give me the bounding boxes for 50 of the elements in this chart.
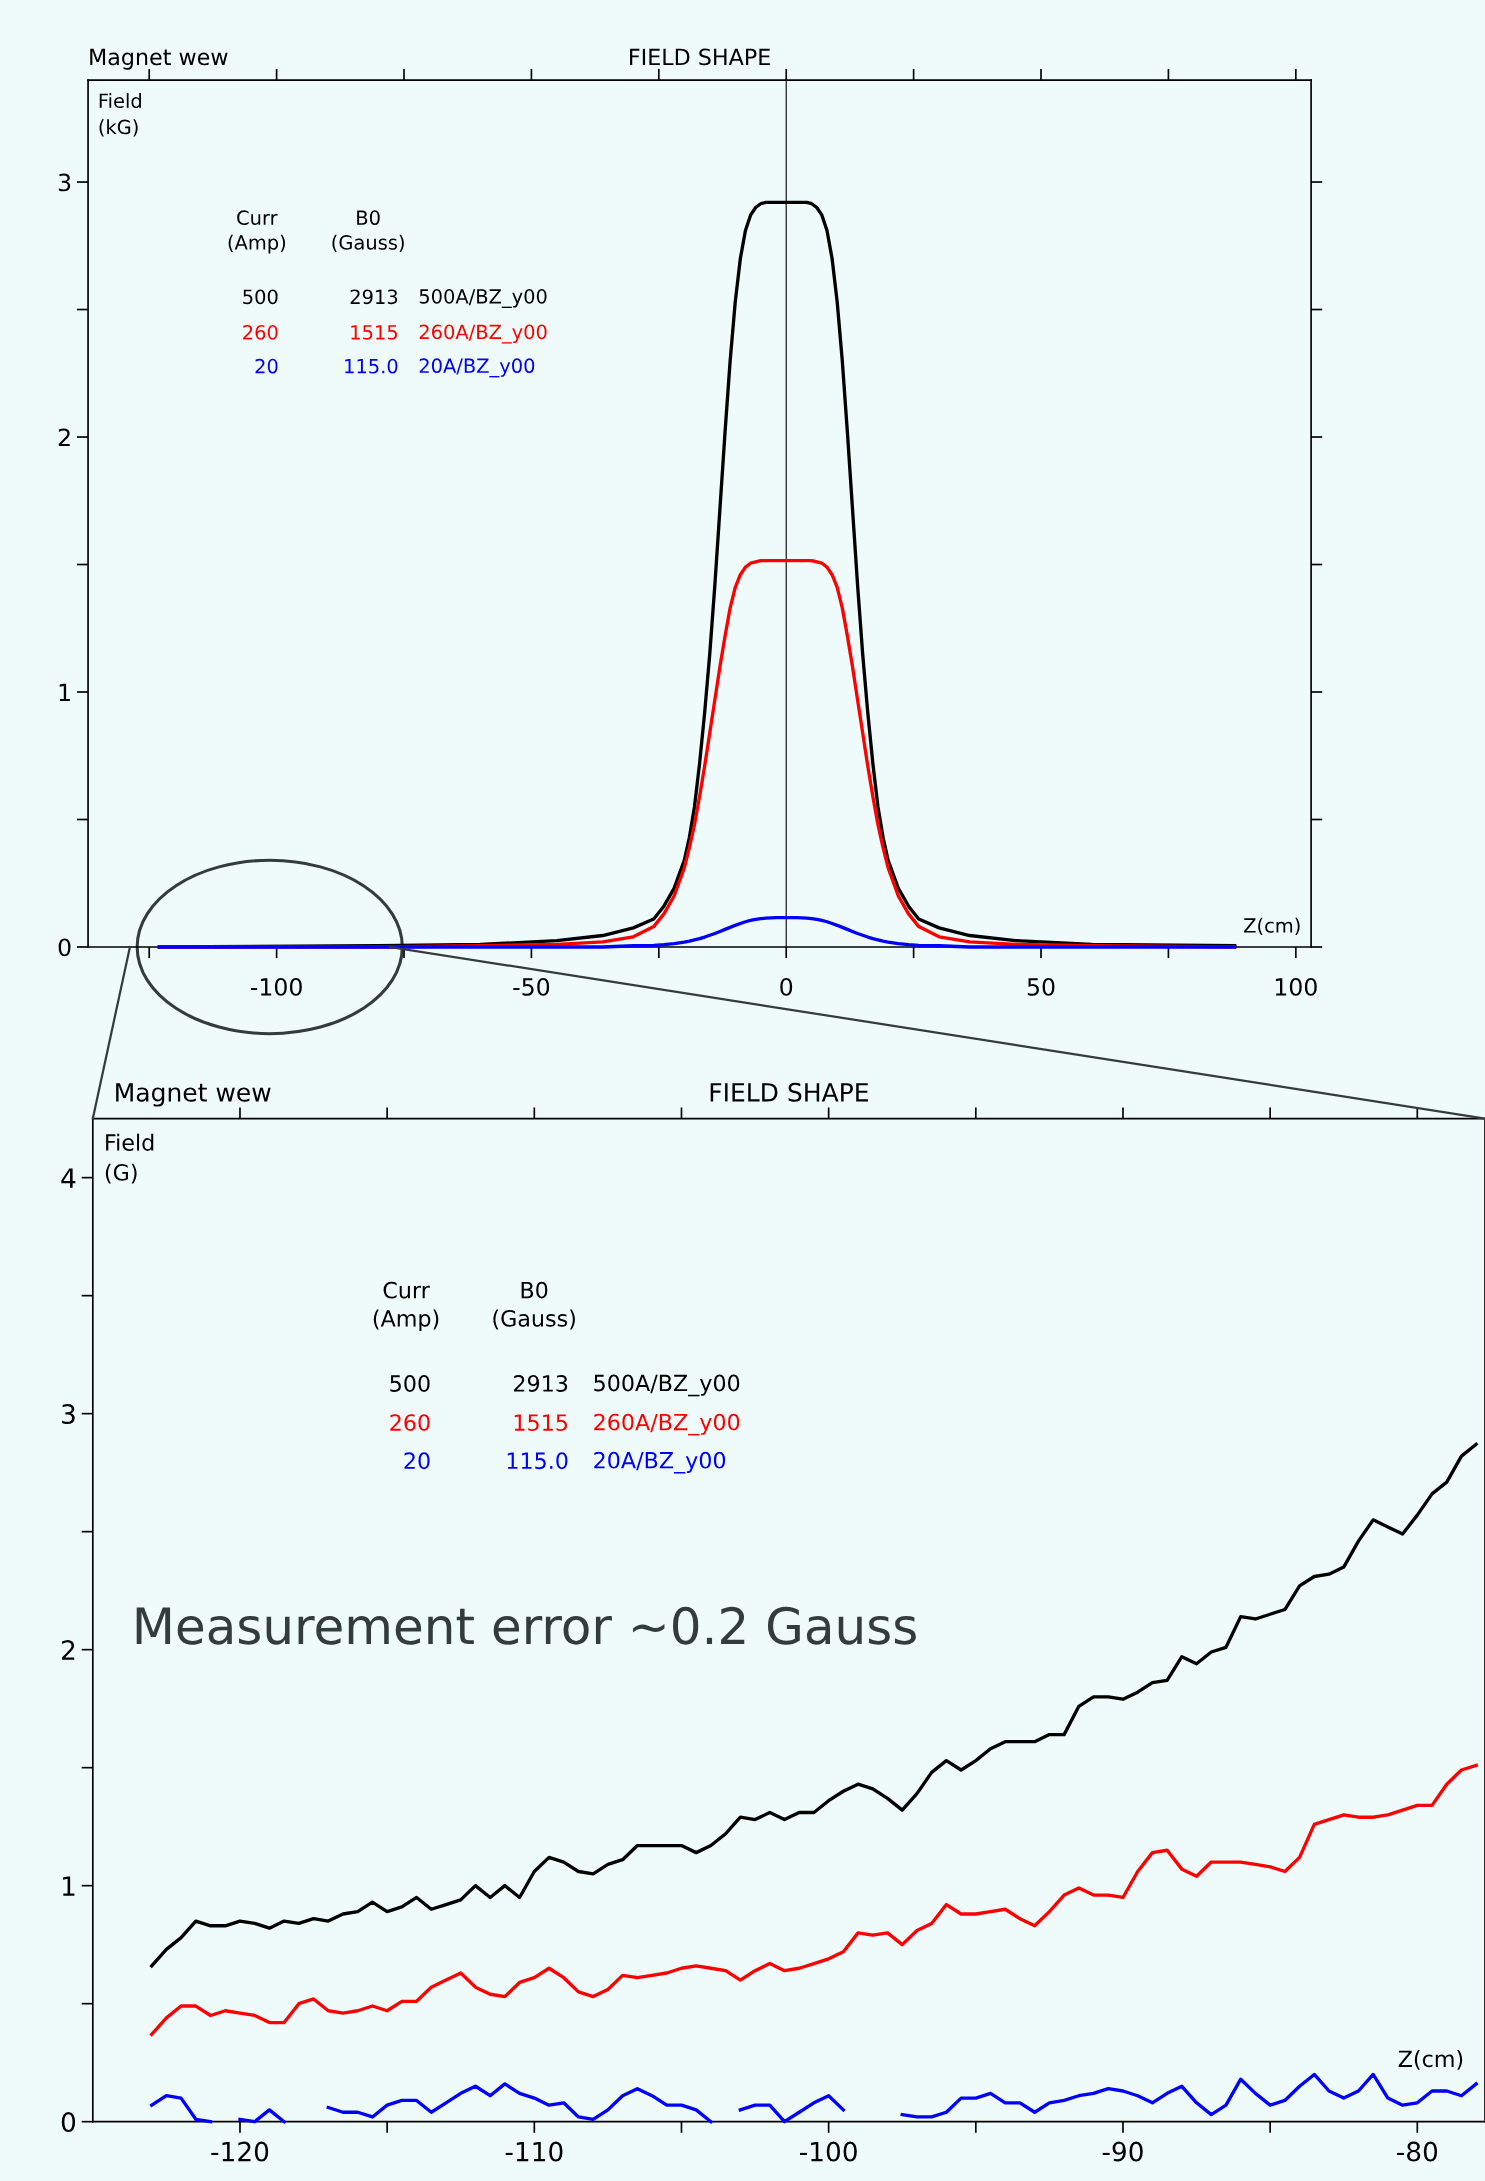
x-tick-label: -110 <box>505 2141 563 2162</box>
annotation: 20 <box>404 1452 430 1470</box>
y-tick-label: 2 <box>58 428 70 446</box>
y-tick-label: 2 <box>61 1640 75 1660</box>
y-tick-label: 3 <box>62 1404 75 1425</box>
annotation: 2913 <box>514 1375 568 1392</box>
x-tick-label: -80 <box>1397 2141 1438 2162</box>
x-tick-label: -100 <box>250 977 302 996</box>
annotation: 2913 <box>350 289 398 305</box>
text: 500A/BZ_y00 <box>419 289 547 309</box>
annotation: Curr (Amp) <box>373 1281 439 1332</box>
text: 260A/BZ_y00 <box>419 324 547 344</box>
annotation: 1515 <box>351 325 398 340</box>
annotation: 260 <box>243 324 278 340</box>
annotation: 115.0 <box>507 1452 568 1470</box>
y-axis-title: Field (G) <box>105 1133 154 1184</box>
annotation: 1515 <box>514 1414 567 1432</box>
annotation: 20 <box>255 358 278 374</box>
y-tick-label: 0 <box>61 2112 76 2133</box>
y-tick-label: 1 <box>62 1876 75 1896</box>
annotation: 260 <box>390 1414 430 1432</box>
text: 20A/BZ_y00 <box>419 358 535 378</box>
y-tick-label: 0 <box>58 938 71 957</box>
annotation: 500 <box>243 289 278 305</box>
annotation: B0 (Gauss) <box>332 210 404 253</box>
x-tick-label: -120 <box>211 2141 269 2162</box>
x-tick-label: -90 <box>1102 2141 1143 2162</box>
annotation: Measurement error ~0.2 Gauss <box>136 1606 916 1645</box>
x-tick-label: -100 <box>799 2141 857 2162</box>
y-tick-label: 1 <box>59 683 70 701</box>
y-tick-label: 3 <box>58 173 71 192</box>
chart-subtitle: Magnet wew <box>90 48 228 70</box>
x-tick-label: 100 <box>1275 977 1317 996</box>
x-tick-label: 0 <box>780 977 793 996</box>
chart-title: FIELD SHAPE <box>710 1082 868 1102</box>
y-axis-title: Field (kG) <box>99 93 141 137</box>
text: 500A/BZ_y00 <box>594 1374 740 1397</box>
annotation: Curr (Amp) <box>228 210 286 254</box>
annotation: 500 <box>390 1375 430 1392</box>
annotation: B0 (Gauss) <box>493 1281 575 1330</box>
x-tick-label: 50 <box>1027 977 1055 996</box>
x-axis-title: Z(cm) <box>1244 917 1300 936</box>
x-axis-title: Z(cm) <box>1398 2050 1463 2070</box>
text: 20A/BZ_y00 <box>594 1451 726 1474</box>
chart-title: FIELD SHAPE <box>630 48 770 66</box>
x-tick-label: -50 <box>513 977 550 996</box>
y-tick-label: 4 <box>61 1168 76 1188</box>
chart-subtitle: Magnet wew <box>116 1083 271 1107</box>
text: 260A/BZ_y00 <box>594 1413 740 1436</box>
annotation: 115.0 <box>345 358 398 374</box>
